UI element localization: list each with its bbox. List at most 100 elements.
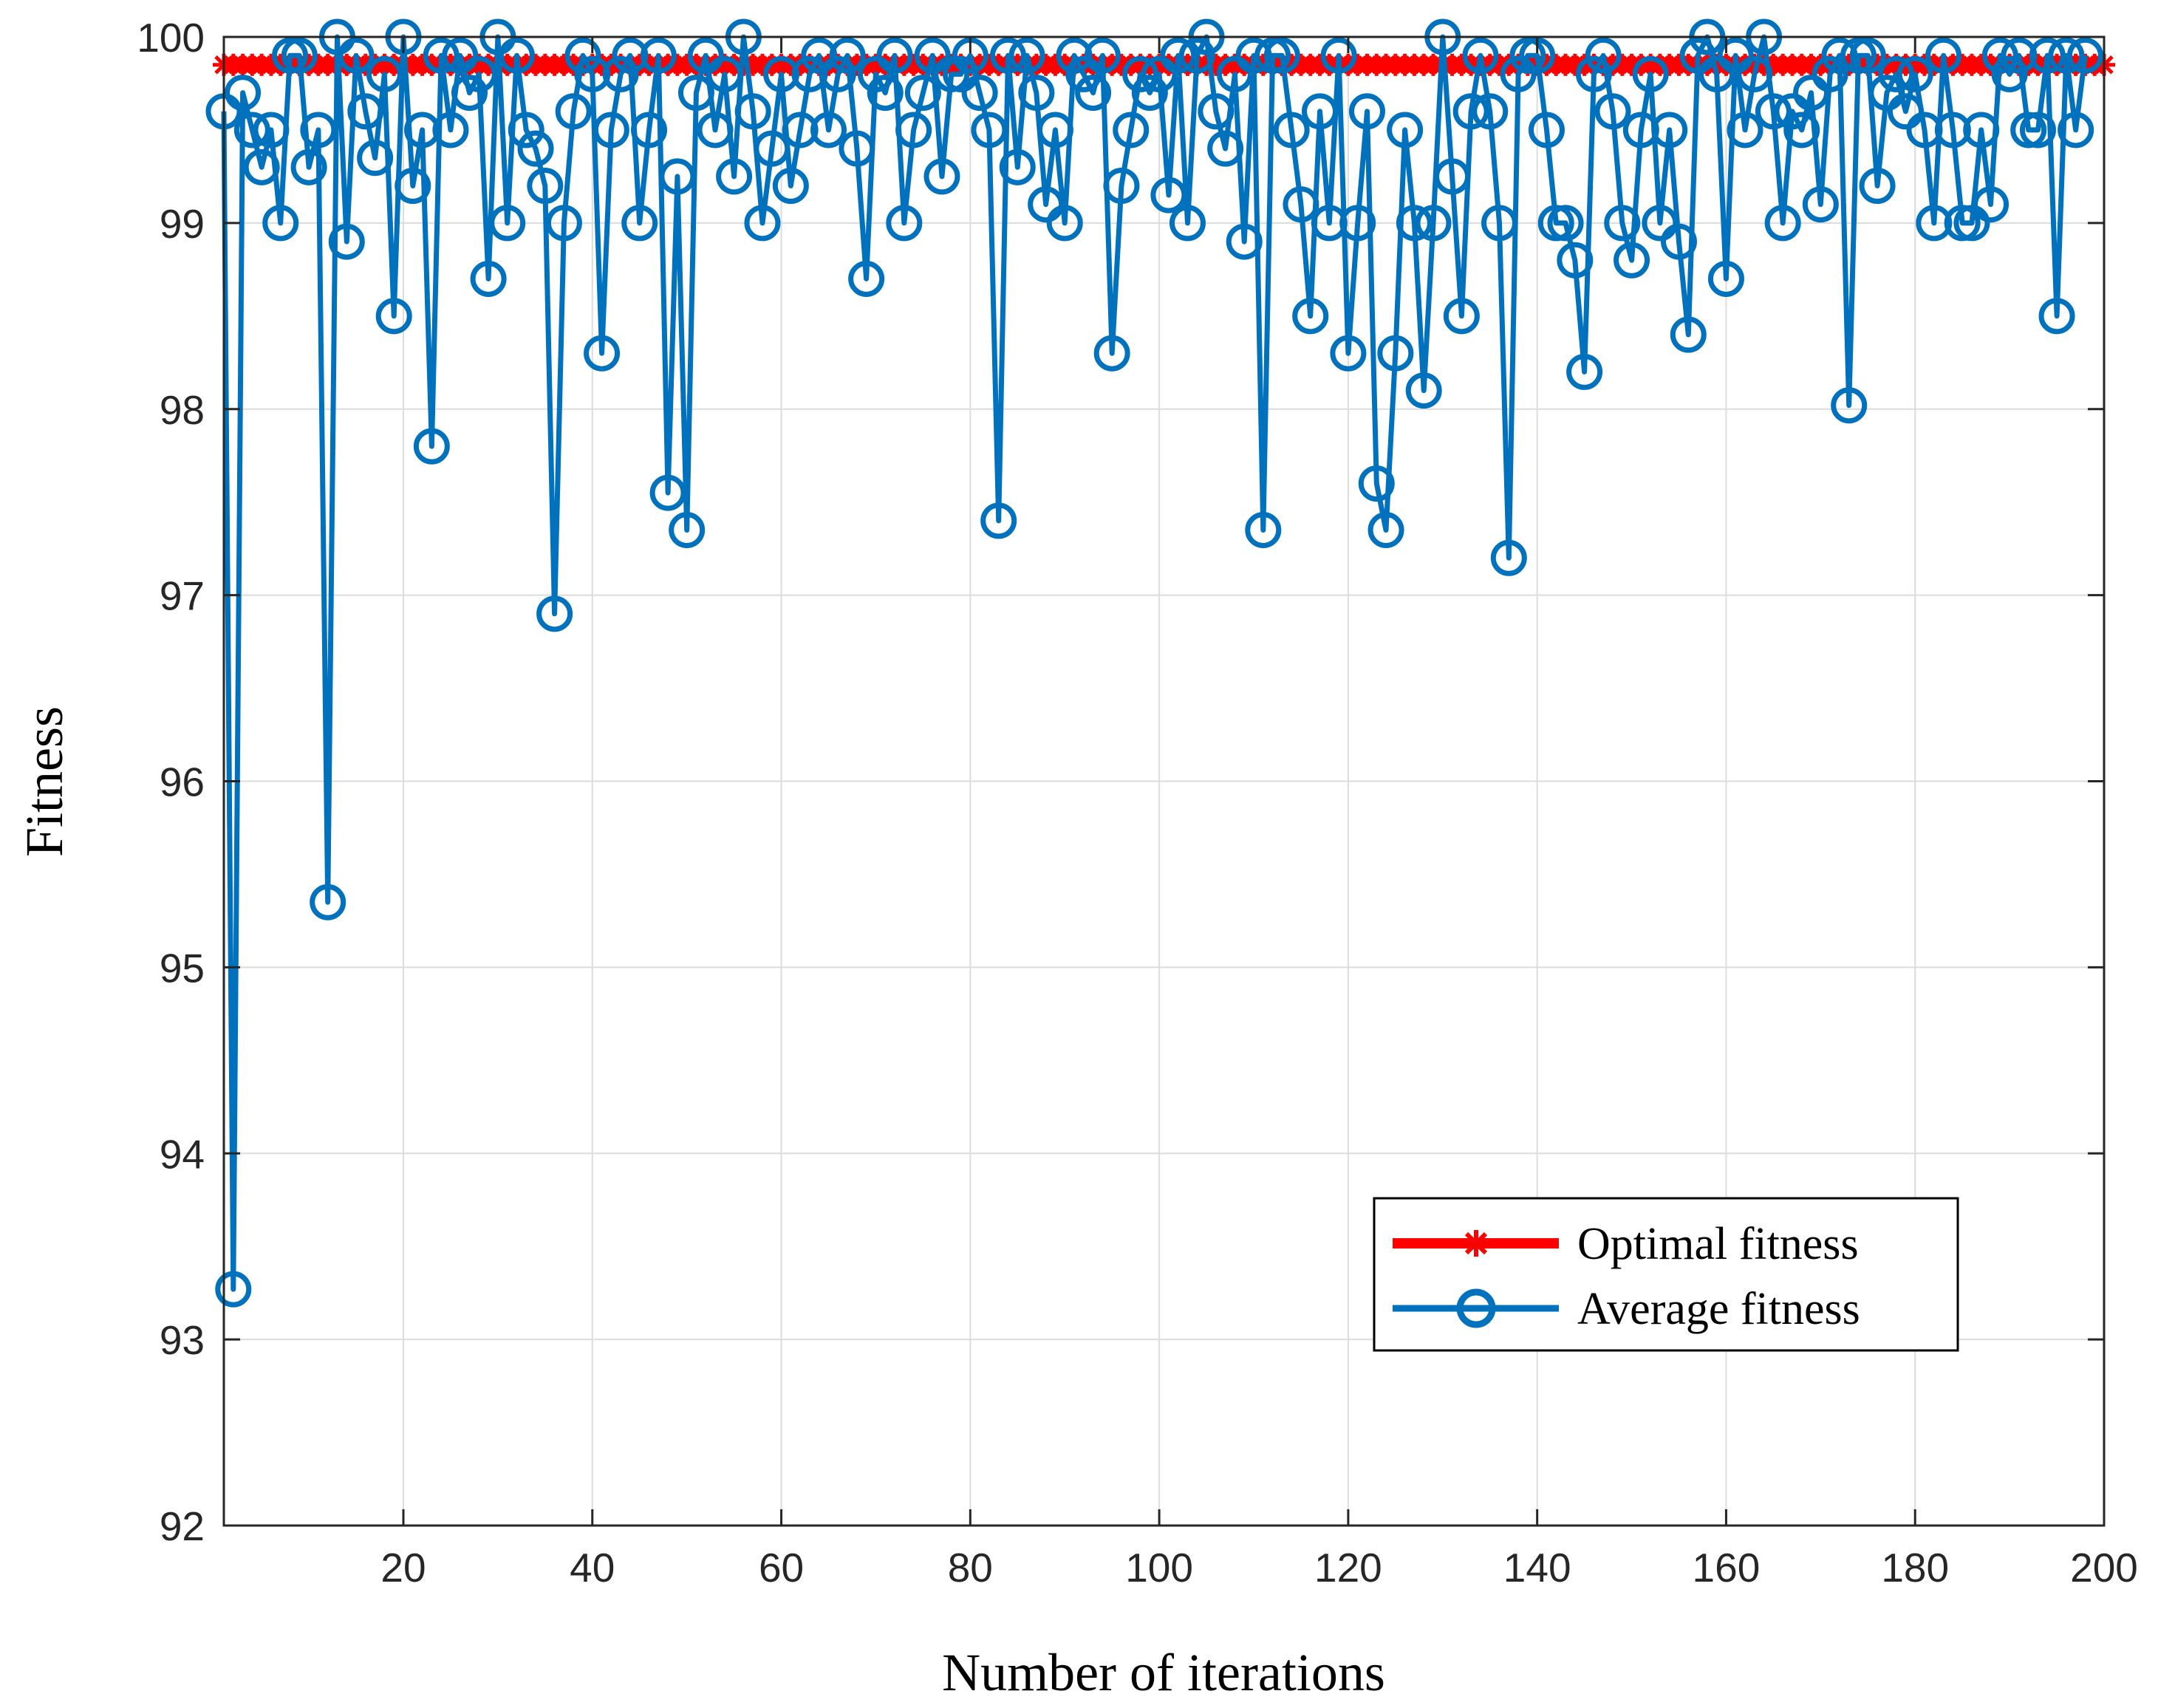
average-fitness-point bbox=[1632, 55, 1669, 92]
x-tick-label: 180 bbox=[1881, 1545, 1949, 1591]
average-fitness-point bbox=[791, 55, 828, 92]
x-tick-label: 60 bbox=[759, 1545, 804, 1591]
average-fitness-point bbox=[395, 168, 431, 204]
series-layer bbox=[205, 18, 2115, 1308]
average-fitness-point bbox=[886, 205, 923, 242]
average-fitness-point bbox=[253, 112, 290, 148]
average-fitness-point bbox=[1113, 112, 1150, 148]
average-fitness-point bbox=[933, 55, 970, 92]
average-fitness-point bbox=[744, 205, 781, 242]
average-fitness-point bbox=[621, 205, 658, 242]
average-fitness-point bbox=[801, 37, 838, 74]
x-axis-label: Number of iterations bbox=[942, 1643, 1385, 1702]
average-fitness-point bbox=[545, 205, 582, 242]
average-fitness-point bbox=[574, 55, 611, 92]
average-fitness-point bbox=[687, 37, 724, 74]
average-fitness-point bbox=[1122, 55, 1159, 92]
average-fitness-point bbox=[2029, 37, 2066, 74]
average-fitness-point bbox=[829, 37, 866, 74]
tick-labels: 20 40 60 80 100 120 140 160 180 200 92 93 94 95 96 97 98… bbox=[137, 15, 2138, 1591]
average-fitness-point bbox=[754, 130, 791, 167]
average-fitness-point bbox=[1443, 298, 1480, 335]
average-fitness-point bbox=[1859, 168, 1896, 204]
average-fitness-point bbox=[1991, 55, 2028, 92]
average-fitness-point bbox=[612, 37, 649, 74]
average-fitness-point bbox=[1348, 93, 1385, 130]
average-fitness-point bbox=[1434, 158, 1471, 195]
average-fitness-point bbox=[1283, 186, 1319, 223]
average-fitness-point bbox=[1150, 177, 1187, 214]
average-fitness-point bbox=[1490, 539, 1527, 576]
average-fitness-point bbox=[555, 93, 592, 130]
average-fitness-point bbox=[1160, 37, 1197, 74]
y-tick-label: 94 bbox=[160, 1131, 205, 1177]
average-fitness-point bbox=[1670, 316, 1707, 353]
average-fitness-point bbox=[432, 112, 469, 148]
average-fitness-point bbox=[782, 112, 819, 148]
average-fitness-point bbox=[1075, 75, 1112, 112]
average-fitness-point bbox=[1292, 298, 1329, 335]
average-fitness-point bbox=[1557, 242, 1594, 279]
average-fitness-point bbox=[517, 130, 554, 167]
average-fitness-point bbox=[1046, 205, 1083, 242]
average-fitness-point bbox=[2019, 112, 2056, 148]
average-fitness-point bbox=[1320, 37, 1357, 74]
average-fitness-point bbox=[1622, 112, 1659, 148]
average-fitness-point bbox=[848, 260, 885, 297]
average-fitness-point bbox=[1547, 205, 1584, 242]
average-fitness-point bbox=[470, 260, 507, 297]
average-fitness-point bbox=[706, 55, 743, 92]
average-fitness-point bbox=[413, 428, 450, 465]
average-fitness-point bbox=[460, 55, 497, 92]
average-fitness-point bbox=[2066, 37, 2103, 74]
average-fitness-point bbox=[1575, 55, 1612, 92]
average-fitness-point bbox=[1254, 37, 1291, 74]
average-fitness-point bbox=[1131, 75, 1168, 112]
average-fitness-point bbox=[923, 158, 960, 195]
average-fitness-point bbox=[1377, 335, 1414, 372]
average-fitness-point bbox=[867, 75, 904, 112]
average-fitness-point bbox=[1717, 37, 1754, 74]
average-fitness-point bbox=[366, 55, 403, 92]
average-fitness-point bbox=[1934, 112, 1971, 148]
y-tick-label: 93 bbox=[160, 1317, 205, 1363]
average-fitness-point bbox=[659, 158, 696, 195]
average-fitness-point bbox=[1245, 511, 1282, 548]
average-fitness-point bbox=[1103, 168, 1140, 204]
average-fitness-point bbox=[1953, 205, 1990, 242]
average-fitness-point bbox=[1008, 37, 1045, 74]
average-fitness-point bbox=[1660, 223, 1697, 260]
average-fitness-point bbox=[1821, 37, 1858, 74]
average-fitness-point bbox=[1802, 186, 1839, 223]
average-fitness-point bbox=[347, 93, 384, 130]
average-fitness-point bbox=[2010, 112, 2047, 148]
legend: Optimal fitness Average fitness bbox=[1373, 1197, 1959, 1352]
average-fitness-point bbox=[1472, 93, 1509, 130]
average-fitness-series bbox=[205, 18, 2103, 1308]
average-fitness-point bbox=[290, 148, 327, 185]
average-fitness-point bbox=[640, 37, 677, 74]
y-tick-label: 96 bbox=[160, 759, 205, 805]
average-fitness-point bbox=[763, 55, 800, 92]
average-fitness-point bbox=[1330, 335, 1367, 372]
average-fitness-point bbox=[1566, 353, 1603, 390]
average-fitness-point bbox=[1056, 37, 1093, 74]
average-fitness-point bbox=[1028, 186, 1065, 223]
average-fitness-point bbox=[677, 75, 714, 112]
average-fitness-point bbox=[1736, 55, 1773, 92]
average-fitness-point bbox=[1793, 75, 1830, 112]
average-fitness-point bbox=[310, 884, 346, 920]
average-fitness-point bbox=[442, 37, 479, 74]
average-fitness-point bbox=[876, 37, 913, 74]
x-tick-label: 200 bbox=[2070, 1545, 2138, 1591]
average-fitness-point bbox=[1018, 75, 1055, 112]
average-fitness-point bbox=[357, 140, 394, 177]
average-fitness-point bbox=[1500, 55, 1537, 92]
average-fitness-point bbox=[2001, 37, 2038, 74]
average-fitness-point bbox=[1065, 55, 1102, 92]
average-fitness-point bbox=[1216, 55, 1253, 92]
x-tick-label: 140 bbox=[1503, 1545, 1571, 1591]
average-fitness-point bbox=[423, 37, 460, 74]
average-fitness-point bbox=[404, 112, 441, 148]
